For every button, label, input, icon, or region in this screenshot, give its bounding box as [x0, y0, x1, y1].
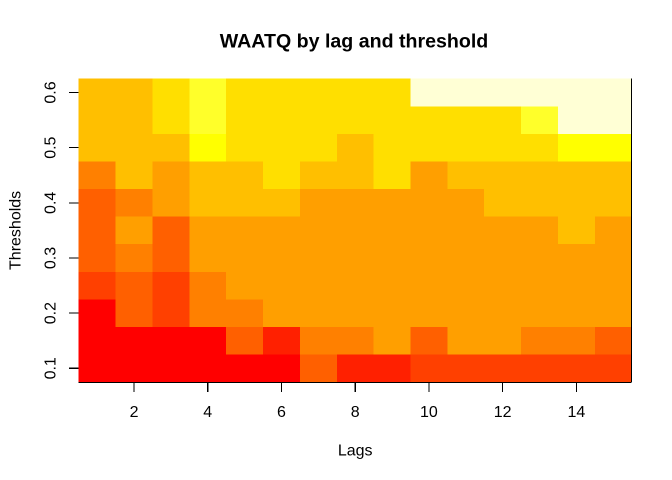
svg-text:4: 4: [203, 404, 212, 421]
svg-text:Lags: Lags: [338, 443, 373, 460]
svg-text:8: 8: [351, 404, 360, 421]
svg-text:10: 10: [420, 404, 438, 421]
svg-text:14: 14: [567, 404, 585, 421]
svg-text:0.4: 0.4: [43, 192, 60, 214]
svg-text:2: 2: [130, 404, 139, 421]
svg-text:6: 6: [277, 404, 286, 421]
svg-text:0.2: 0.2: [43, 302, 60, 324]
svg-text:0.1: 0.1: [43, 357, 60, 379]
svg-text:Thresholds: Thresholds: [8, 191, 25, 270]
svg-text:12: 12: [494, 404, 512, 421]
svg-text:0.3: 0.3: [43, 247, 60, 269]
svg-text:0.6: 0.6: [43, 81, 60, 103]
svg-text:0.5: 0.5: [43, 136, 60, 158]
svg-text:WAATQ by lag and threshold: WAATQ by lag and threshold: [220, 30, 489, 52]
